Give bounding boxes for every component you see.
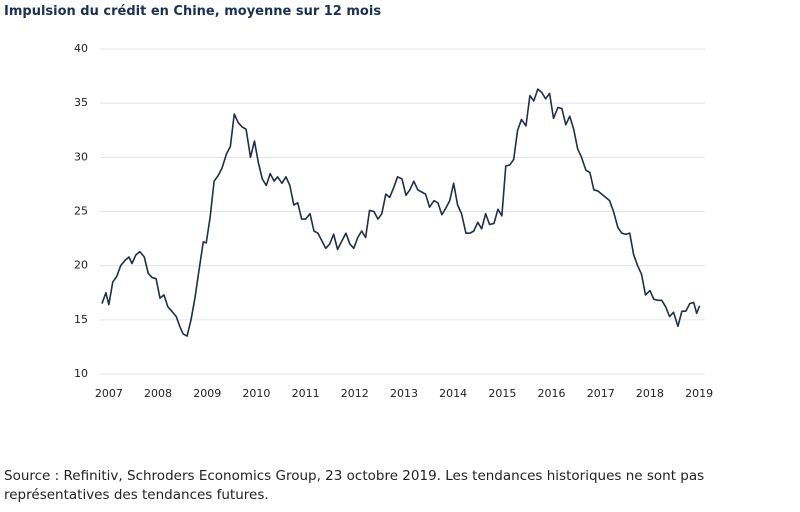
y-tick-label: 25 bbox=[74, 205, 88, 218]
x-tick-label: 2011 bbox=[292, 387, 320, 400]
x-tick-label: 2008 bbox=[144, 387, 172, 400]
chart-title: Impulsion du crédit en Chine, moyenne su… bbox=[4, 4, 382, 19]
x-tick-label: 2013 bbox=[390, 387, 418, 400]
y-tick-label: 40 bbox=[74, 42, 88, 55]
y-tick-label: 30 bbox=[74, 150, 88, 163]
x-tick-label: 2017 bbox=[587, 387, 615, 400]
x-tick-label: 2016 bbox=[538, 387, 566, 400]
x-tick-label: 2018 bbox=[636, 387, 664, 400]
source-note: Source : Refinitiv, Schroders Economics … bbox=[4, 468, 705, 503]
y-tick-label: 35 bbox=[74, 96, 88, 109]
y-tick-label: 15 bbox=[74, 313, 88, 326]
chart: 10 15 20 25 30 35 40 2007 2008 2009 2010 2011 2012 20… bbox=[74, 42, 713, 400]
x-tick-label: 2014 bbox=[439, 387, 467, 400]
x-tick-label: 2010 bbox=[242, 387, 270, 400]
data-line bbox=[101, 88, 701, 337]
x-tick-label: 2012 bbox=[341, 387, 369, 400]
x-tick-label: 2007 bbox=[95, 387, 123, 400]
y-tick-label: 20 bbox=[74, 259, 88, 272]
x-tick-label: 2019 bbox=[685, 387, 713, 400]
y-tick-label: 10 bbox=[74, 367, 88, 380]
x-tick-label: 2009 bbox=[193, 387, 221, 400]
x-tick-label: 2015 bbox=[488, 387, 516, 400]
